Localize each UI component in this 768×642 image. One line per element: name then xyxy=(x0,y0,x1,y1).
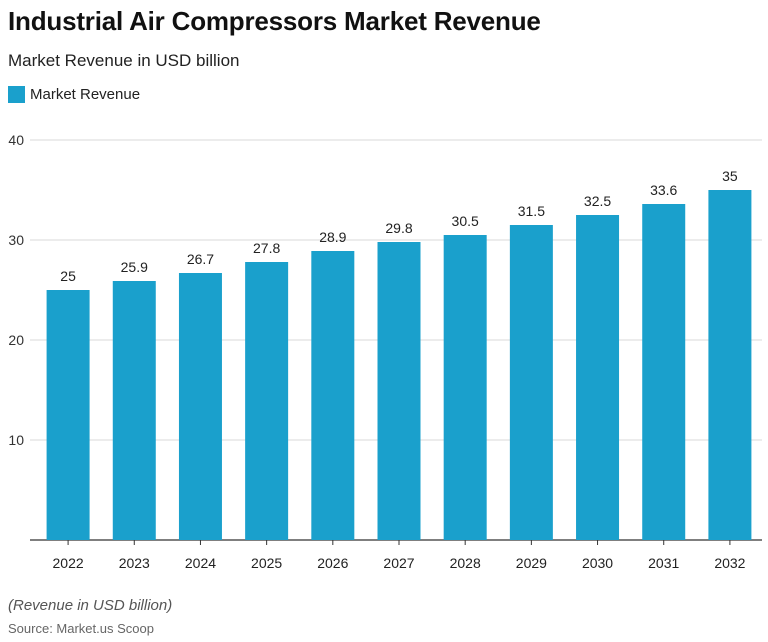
x-tick-label-2025: 2025 xyxy=(251,555,282,571)
data-label-2031: 33.6 xyxy=(650,182,677,198)
chart-subtitle: Market Revenue in USD billion xyxy=(8,51,240,70)
bar-2024 xyxy=(178,273,222,540)
data-label-2022: 25 xyxy=(60,268,76,284)
data-label-2024: 26.7 xyxy=(187,251,214,267)
y-tick-label-40: 40 xyxy=(8,132,24,148)
y-tick-label-30: 30 xyxy=(8,232,24,248)
legend: Market Revenue xyxy=(8,86,140,103)
x-tick-label-2032: 2032 xyxy=(714,555,745,571)
x-tick-label-2028: 2028 xyxy=(450,555,481,571)
bar-2030 xyxy=(576,215,620,540)
data-label-2029: 31.5 xyxy=(518,203,545,219)
x-tick-label-2026: 2026 xyxy=(317,555,348,571)
x-tick-label-2029: 2029 xyxy=(516,555,547,571)
y-tick-label-20: 20 xyxy=(8,332,24,348)
bar-2031 xyxy=(642,204,686,540)
bar-2025 xyxy=(245,262,289,540)
bar-2029 xyxy=(509,225,553,540)
x-tick-label-2030: 2030 xyxy=(582,555,613,571)
source-credit: Source: Market.us Scoop xyxy=(8,621,154,636)
data-label-2026: 28.9 xyxy=(319,229,346,245)
y-tick-label-10: 10 xyxy=(8,432,24,448)
bar-2023 xyxy=(112,281,156,540)
data-label-2025: 27.8 xyxy=(253,240,280,256)
x-tick-label-2022: 2022 xyxy=(53,555,84,571)
chart-title: Industrial Air Compressors Market Revenu… xyxy=(8,6,541,36)
bar-2026 xyxy=(311,251,355,540)
x-tick-label-2024: 2024 xyxy=(185,555,216,571)
bar-2022 xyxy=(46,290,90,540)
x-tick-label-2031: 2031 xyxy=(648,555,679,571)
data-label-2030: 32.5 xyxy=(584,193,611,209)
bar-2027 xyxy=(377,242,421,540)
bar-2028 xyxy=(443,235,487,540)
data-label-2028: 30.5 xyxy=(452,213,479,229)
data-label-2032: 35 xyxy=(722,168,738,184)
legend-swatch xyxy=(8,86,25,103)
legend-label: Market Revenue xyxy=(30,86,141,103)
x-tick-label-2023: 2023 xyxy=(119,555,150,571)
footer-note: (Revenue in USD billion) xyxy=(8,597,173,614)
data-label-2023: 25.9 xyxy=(121,259,148,275)
x-tick-label-2027: 2027 xyxy=(383,555,414,571)
bar-2032 xyxy=(708,190,752,540)
data-label-2027: 29.8 xyxy=(385,220,412,236)
